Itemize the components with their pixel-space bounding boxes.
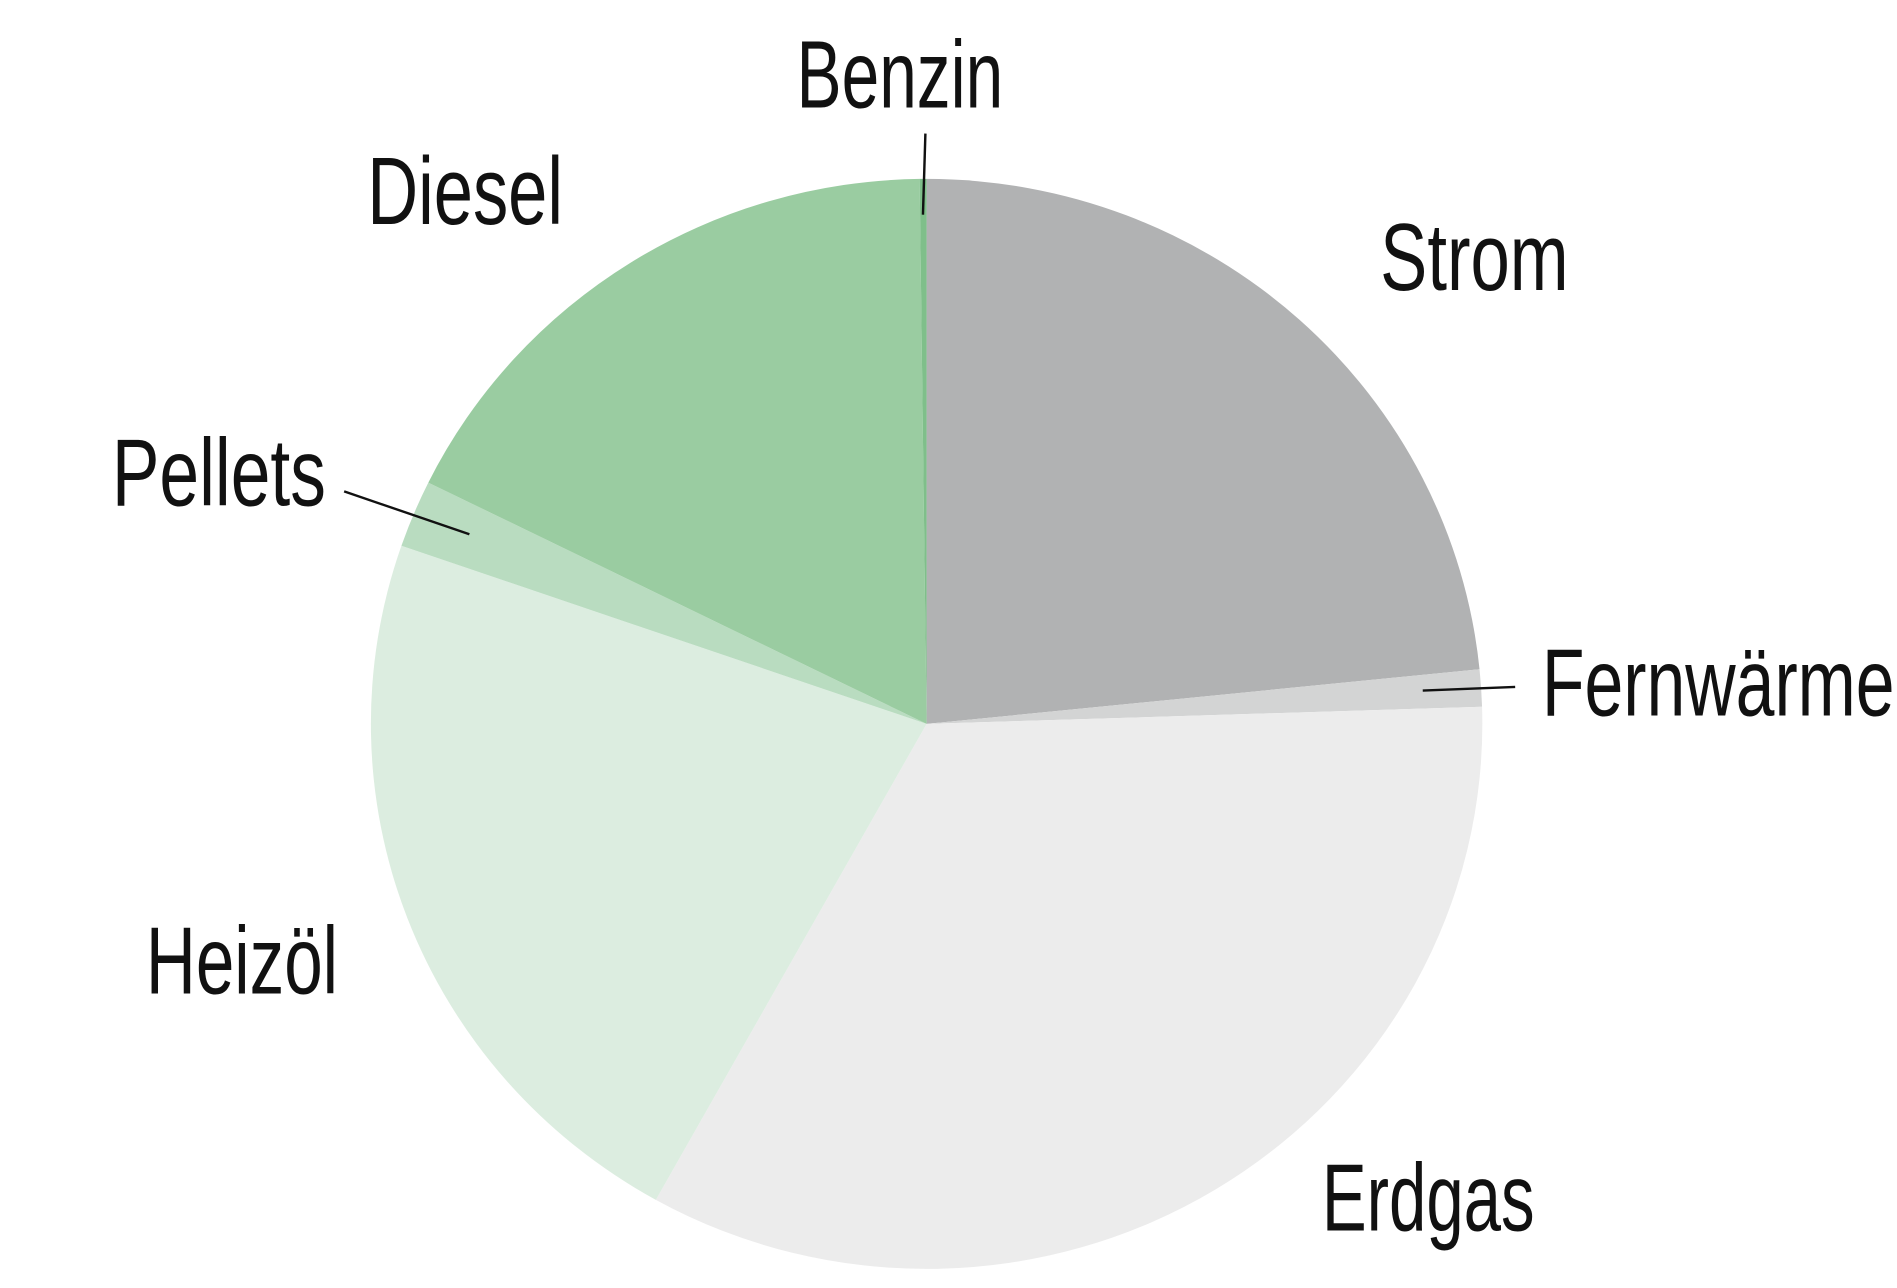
slice-label: Erdgas bbox=[1322, 1146, 1535, 1252]
slice-label: Pellets bbox=[112, 420, 326, 526]
pie-slice bbox=[926, 669, 1483, 724]
pie-slice bbox=[370, 545, 927, 1200]
pie-slice bbox=[926, 178, 1480, 724]
slice-label: Diesel bbox=[367, 139, 563, 245]
slice-label: Fernwärme bbox=[1542, 630, 1895, 736]
pie-slice bbox=[401, 482, 927, 724]
pie-slice bbox=[919, 178, 927, 724]
leader-line bbox=[921, 133, 927, 215]
pie-slice bbox=[655, 706, 1483, 1269]
leader-line bbox=[1422, 685, 1516, 692]
pie-slice bbox=[428, 178, 927, 724]
slice-label: Benzin bbox=[796, 22, 1003, 128]
slice-label: Heizöl bbox=[146, 908, 338, 1014]
slice-label: Strom bbox=[1380, 205, 1568, 311]
leader-line bbox=[343, 490, 470, 536]
